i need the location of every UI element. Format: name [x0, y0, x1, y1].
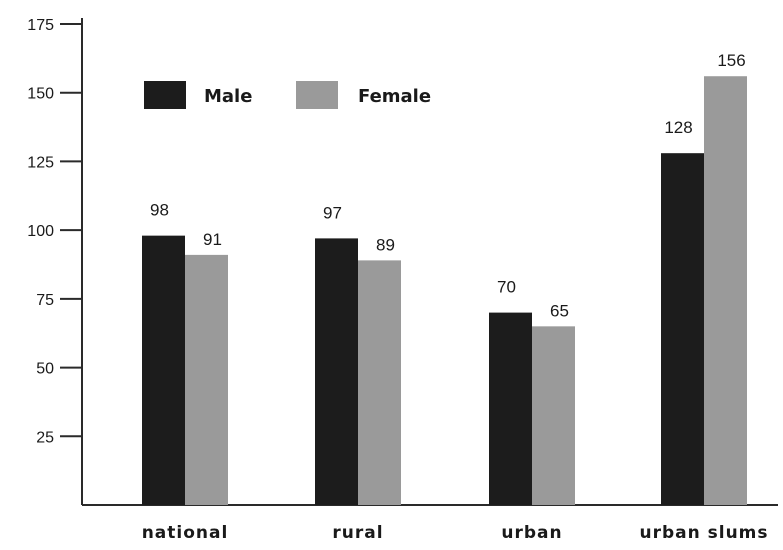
bar-value-label: 98 — [150, 201, 169, 220]
bar-male-rural — [315, 238, 358, 506]
legend-label-male: Male — [204, 86, 252, 107]
bar-value-label: 91 — [203, 230, 222, 249]
legend-swatch-female — [296, 81, 338, 109]
y-tick-label: 175 — [27, 17, 54, 34]
x-category-label: national — [142, 523, 229, 543]
bar-value-label: 97 — [323, 203, 342, 222]
bar-value-label: 128 — [664, 118, 692, 137]
x-category-label: rural — [332, 523, 383, 543]
chart-legend: Male Female — [144, 81, 431, 109]
x-category-label: urban — [501, 523, 562, 543]
legend-swatch-male — [144, 81, 186, 109]
y-tick-label: 125 — [27, 154, 54, 171]
bar-male-urban — [489, 312, 532, 505]
y-tick-label: 50 — [36, 361, 54, 378]
y-tick-label: 25 — [36, 429, 54, 446]
bar-female-urban — [532, 326, 575, 505]
y-tick-label: 75 — [36, 292, 54, 309]
bar-value-label: 89 — [376, 235, 395, 254]
legend-label-female: Female — [358, 86, 431, 107]
bar-value-label: 156 — [717, 51, 745, 70]
bar-male-national — [142, 235, 185, 505]
y-tick-label: 100 — [27, 223, 54, 240]
x-category-label: urban slums — [639, 523, 768, 543]
y-tick-label: 150 — [27, 86, 54, 103]
bar-value-label: 70 — [497, 278, 516, 297]
chart-labels: 98 91 national 97 89 rural 70 65 urban 128 156 urba… — [142, 51, 768, 543]
bar-male-urban-slums — [661, 153, 704, 505]
bar-female-national — [185, 254, 228, 505]
chart-bars — [142, 76, 747, 506]
bar-value-label: 65 — [550, 301, 569, 320]
bar-female-rural — [358, 260, 401, 505]
bar-female-urban-slums — [704, 76, 747, 506]
